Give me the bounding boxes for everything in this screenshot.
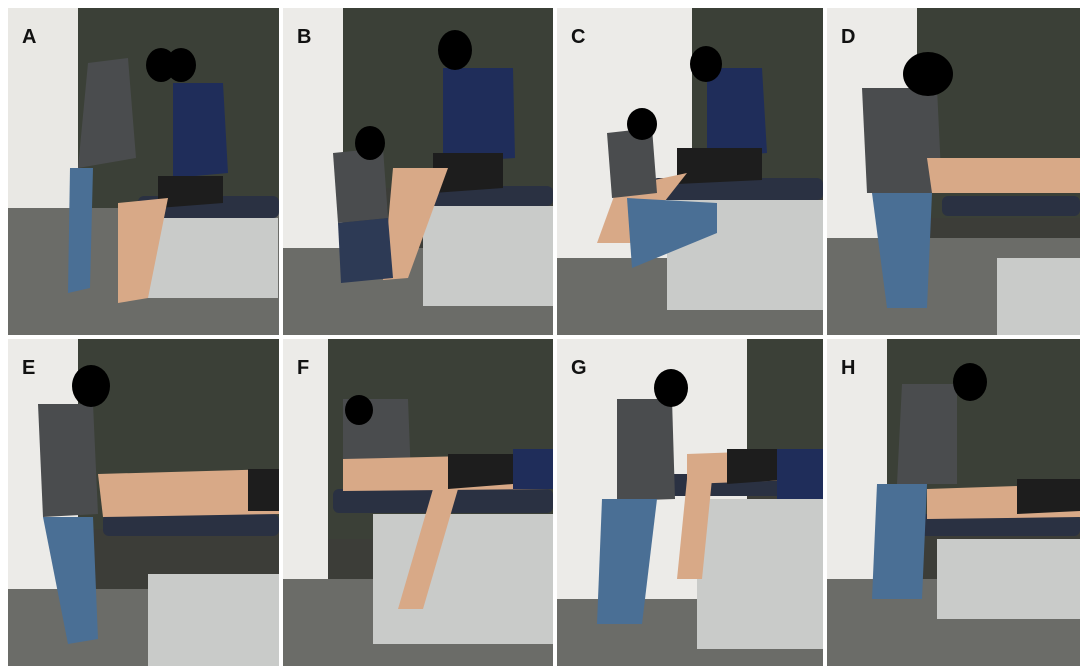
face-mask [72,365,110,407]
panel-label: F [297,357,310,379]
face-mask [355,126,385,160]
panel-c-photo [557,8,823,335]
panel-f-photo [283,339,553,666]
face-mask [438,30,472,70]
panel-label: A [22,26,37,48]
panel-label: D [841,26,856,48]
face-mask [166,48,196,82]
face-mask [690,46,722,82]
panel-d-photo [827,8,1080,335]
panel-e-photo [8,339,279,666]
face-mask [953,363,987,401]
panel-d: D [827,8,1080,335]
panel-g-photo [557,339,823,666]
panel-a-photo [8,8,279,335]
panel-label: C [571,26,586,48]
panel-b: B [283,8,553,335]
panel-g: G [557,339,823,666]
panel-h: H [827,339,1080,666]
face-mask [903,52,953,96]
panel-label: E [22,357,36,379]
panel-label: G [571,357,587,379]
face-mask [345,395,373,425]
panel-e: E [8,339,279,666]
panel-f: F [283,339,553,666]
panel-b-photo [283,8,553,335]
face-mask [627,108,657,140]
panel-c: C [557,8,823,335]
panel-label: H [841,357,856,379]
panel-h-photo [827,339,1080,666]
panel-label: B [297,26,312,48]
panel-a: A [8,8,279,335]
face-mask [654,369,688,407]
